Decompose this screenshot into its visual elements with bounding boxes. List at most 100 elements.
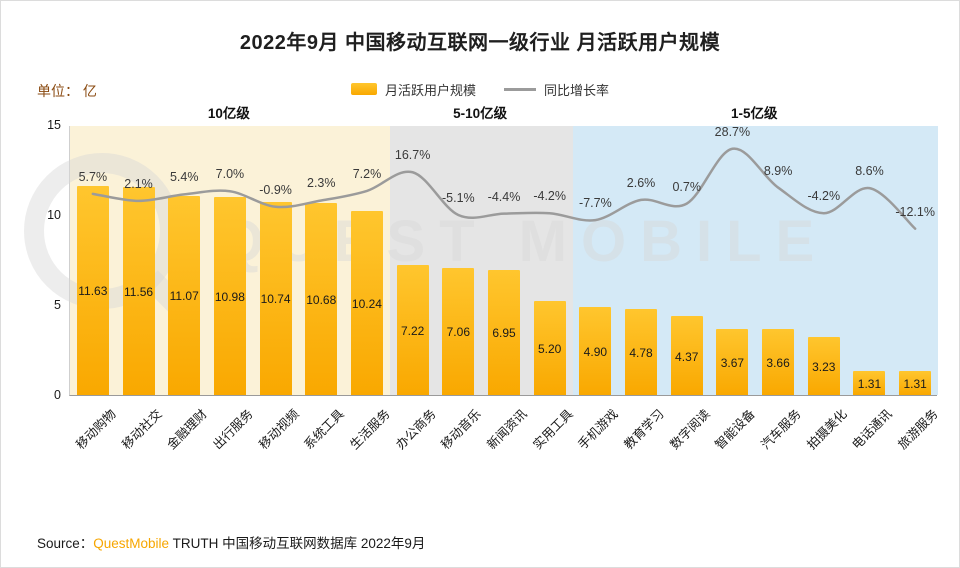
source-brand: QuestMobile [93,536,170,551]
bar-value-label: 10.98 [214,290,245,305]
y-axis-tick: 0 [54,388,61,402]
growth-label: 2.1% [124,176,153,191]
bar-新闻资讯 [488,269,520,395]
bar-value-label: 5.20 [537,342,562,357]
bar-金融理财 [168,195,201,395]
x-axis-label: 智能设备 [712,406,759,453]
x-axis-label: 手机游戏 [575,406,622,453]
y-axis-tick: 10 [47,208,61,222]
bar-value-label: 4.90 [583,344,608,359]
bar-value-label: 1.31 [857,377,882,392]
section-label-2: 5-10亿级 [453,106,508,121]
bar-实用工具 [533,301,566,395]
x-axis-label: 金融理财 [164,406,210,453]
bar-办公商务 [396,265,429,395]
bar-value-label: 6.95 [492,326,516,341]
x-axis-label: 旅游服务 [895,406,941,453]
bar-value-label: 11.56 [123,284,154,299]
bar-value-label: 4.37 [675,349,699,364]
bar-series-swatch [350,83,377,95]
bar-旅游服务 [899,371,932,395]
x-axis-label: 移动视频 [256,406,302,453]
bar-系统工具 [305,202,338,395]
growth-labels-layer: 5.7% 2.1% 5.4% 7.0% -0.9% 2.3% 7.2% 16.7% -5.1% -… [70,124,937,395]
bar-value-label: 11.07 [169,289,199,304]
growth-label: 8.9% [763,163,793,178]
bar-移动社交 [122,186,155,395]
growth-label: -5.1% [441,190,475,205]
bar-生活服务 [350,210,383,395]
growth-label: 5.7% [78,169,108,184]
bar-移动视频 [259,201,292,395]
x-axis-label: 拍摄美化 [804,406,850,453]
growth-line [91,147,917,230]
y-axis-tick: 5 [54,298,61,312]
growth-label: -4.4% [487,189,521,204]
bars-layer: 11.63 11.56 11.07 10.98 10.74 10.68 10.24 7.22 7… [70,126,937,395]
bar-value-label: 10.74 [260,292,291,307]
bar-value-label: 7.06 [446,325,470,340]
x-axis-label: 系统工具 [301,406,347,453]
section-label-1: 10亿级 [207,106,250,121]
bar-value-label: 1.31 [903,377,927,392]
growth-label: -12.1% [895,204,935,219]
line-series-swatch [504,87,536,91]
legend: 月活跃用户规模 同比增长率 [1,81,959,98]
x-axis-label: 电话通讯 [849,406,896,453]
x-axis-label: 新闻资讯 [484,406,530,453]
bar-value-label: 4.78 [629,345,653,360]
bar-value-label: 7.22 [400,324,425,339]
bar-value-label: 3.23 [812,359,836,374]
bar-移动购物 [76,185,109,395]
bar-教育学习 [625,308,658,395]
bar-手机游戏 [579,306,612,395]
bar-智能设备 [716,328,749,395]
x-axis-label: 出行服务 [210,406,256,453]
bar-value-label: 3.67 [720,355,745,370]
plot-area: QUEST MOBILE 11.63 11.56 11.07 10.98 10.74 10… [24,124,938,396]
growth-line-layer [91,147,917,230]
x-axis-label: 办公商务 [393,406,439,453]
x-axis-label: 数字阅读 [667,406,713,453]
unit-label: 单位： 亿 [37,83,97,99]
source-line: Source：QuestMobile TRUTH 中国移动互联网数据库 2022… [37,532,425,552]
growth-label: 7.0% [215,167,245,182]
bar-series-label: 月活跃用户规模 [384,82,476,98]
x-axis-label: 移动音乐 [438,406,485,453]
growth-label: 28.7% [714,124,751,139]
x-axis-label: 移动社交 [118,406,165,453]
x-axis-label: 教育学习 [621,406,667,453]
growth-label: 2.3% [307,176,336,191]
x-axis-label: 移动购物 [73,406,119,453]
bar-value-label: 3.66 [766,356,790,371]
growth-label: -7.7% [579,196,612,211]
bar-value-label: 10.68 [306,292,337,307]
x-axis-label: 生活服务 [347,406,393,453]
x-axis-label: 实用工具 [530,406,576,453]
x-axis-label: 汽车服务 [758,406,804,453]
bar-value-label: 11.63 [78,284,108,299]
growth-label: 7.2% [352,166,382,181]
growth-label: 16.7% [394,148,431,163]
growth-label: 0.7% [672,179,701,194]
source-prefix: Source： [37,536,94,551]
y-axis-tick: 15 [47,118,61,132]
growth-label: -4.2% [807,189,841,204]
chart-title: 2022年9月 中国移动互联网一级行业 月活跃用户规模 [239,32,721,54]
source-rest: TRUTH 中国移动互联网数据库 2022年9月 [169,536,426,551]
growth-label: 8.6% [855,164,884,179]
growth-label: -4.2% [533,189,566,204]
growth-label: -0.9% [259,182,292,197]
section-label-3: 1-5亿级 [730,106,778,121]
bar-拍摄美化 [807,336,840,395]
bar-数字阅读 [670,316,703,395]
bar-出行服务 [213,197,246,395]
growth-label: 2.6% [626,175,656,190]
bar-移动音乐 [442,267,475,395]
bar-电话通讯 [853,371,886,395]
bar-value-label: 10.24 [351,296,382,311]
line-series-label: 同比增长率 [544,82,610,98]
growth-label: 5.4% [169,170,199,185]
bar-汽车服务 [762,329,795,395]
